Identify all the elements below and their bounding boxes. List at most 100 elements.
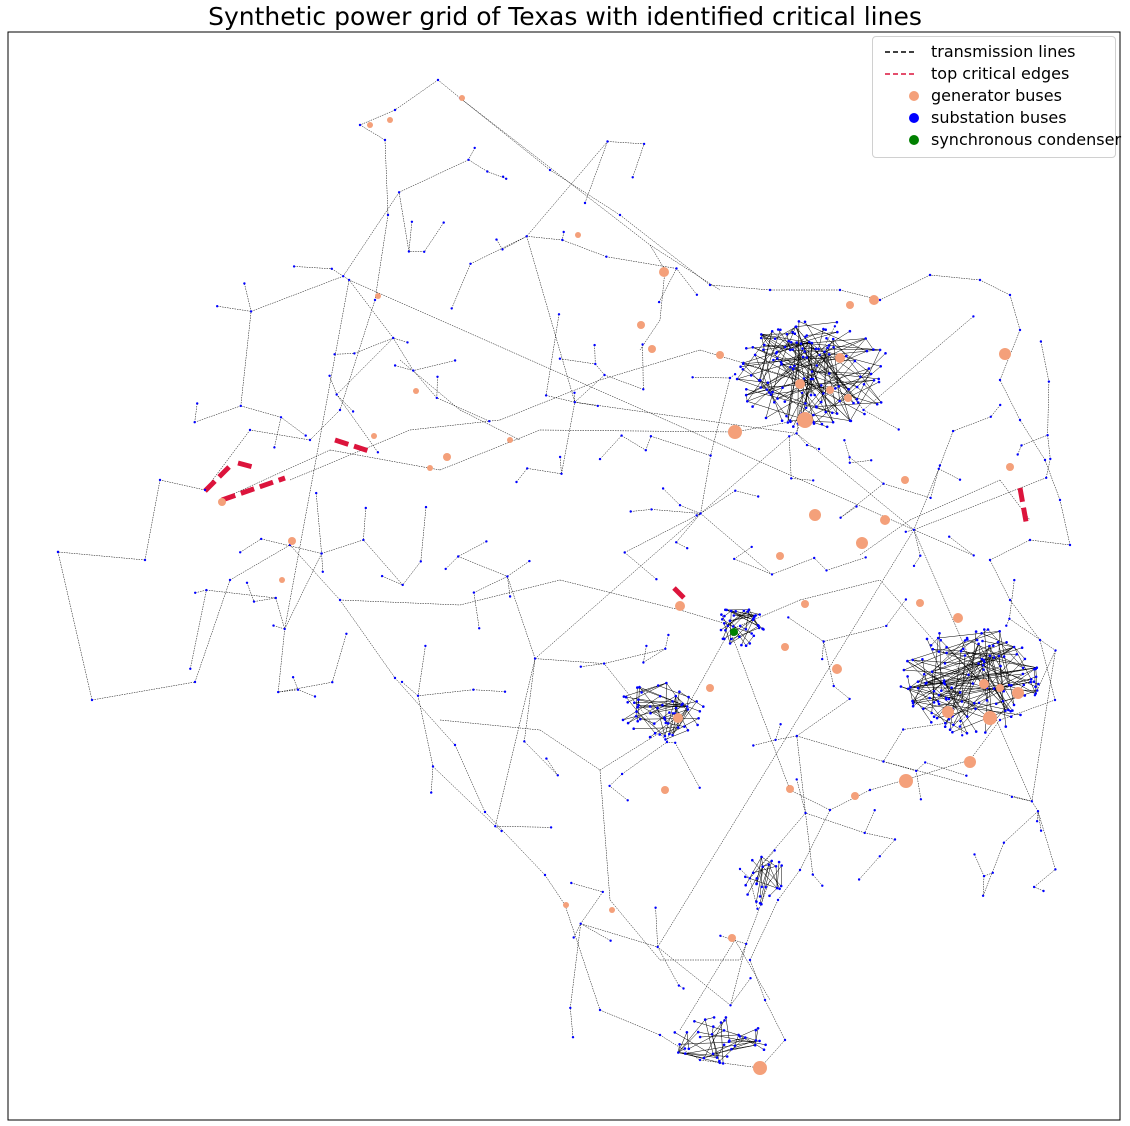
- substation-bus: [1039, 829, 1043, 832]
- transmission-line: [657, 946, 731, 1006]
- substation-bus: [823, 350, 826, 354]
- substation-bus: [754, 614, 757, 617]
- transmission-line: [833, 338, 882, 403]
- transmission-line: [787, 343, 802, 423]
- substation-bus: [963, 654, 967, 657]
- transmission-line: [559, 456, 562, 474]
- substation-bus: [631, 176, 634, 179]
- substation-bus: [859, 375, 862, 379]
- substation-bus: [855, 505, 858, 508]
- transmission-line: [805, 812, 814, 875]
- substation-bus: [751, 346, 755, 349]
- generator-bus: [459, 95, 465, 101]
- transmission-line: [759, 866, 763, 897]
- substation-bus: [853, 359, 857, 363]
- transmission-line: [907, 631, 1000, 662]
- substation-bus: [661, 487, 665, 490]
- substation-bus: [766, 381, 770, 385]
- substation-bus: [763, 998, 767, 1002]
- substation-bus: [775, 886, 779, 890]
- transmission-line: [688, 1030, 725, 1050]
- generator-bus: [964, 756, 976, 768]
- substation-bus: [1032, 885, 1036, 889]
- substation-bus: [304, 434, 307, 437]
- substation-bus: [1038, 638, 1042, 642]
- substation-bus: [795, 778, 798, 781]
- transmission-line: [666, 741, 676, 744]
- legend-swatch-critical: [885, 73, 917, 75]
- substation-bus: [831, 411, 834, 415]
- substation-bus: [401, 583, 404, 587]
- transmission-line: [729, 599, 801, 631]
- transmission-line: [825, 353, 886, 413]
- substation-bus: [1035, 820, 1039, 823]
- transmission-line: [978, 663, 1036, 694]
- transmission-line: [823, 625, 887, 642]
- substation-bus: [932, 701, 936, 704]
- transmission-line: [240, 538, 262, 553]
- substation-bus: [811, 873, 814, 876]
- transmission-line: [703, 1017, 727, 1059]
- substation-bus: [624, 695, 628, 699]
- transmission-line: [289, 544, 341, 601]
- substation-bus: [674, 741, 677, 744]
- substation-bus: [774, 865, 778, 868]
- transmission-line: [796, 698, 850, 737]
- substation-bus: [882, 482, 885, 485]
- substation-bus: [932, 689, 936, 693]
- substation-bus: [515, 480, 518, 484]
- substation-bus: [975, 638, 979, 642]
- substation-bus: [792, 425, 795, 428]
- transmission-line: [619, 214, 711, 286]
- substation-bus: [885, 624, 888, 628]
- substation-bus: [603, 373, 606, 377]
- legend-swatch-condenser: [909, 135, 919, 145]
- substation-bus: [245, 581, 249, 584]
- substation-bus: [992, 656, 996, 659]
- transmission-line: [359, 109, 396, 126]
- transmission-line: [507, 576, 536, 659]
- substation-bus: [1034, 675, 1038, 679]
- transmission-line: [908, 657, 995, 690]
- transmission-line: [624, 552, 657, 580]
- generator-bus: [832, 664, 842, 674]
- transmission-line: [733, 611, 748, 627]
- generator-buses: [218, 95, 1024, 1075]
- substation-bus: [748, 958, 752, 962]
- substation-bus: [579, 665, 582, 668]
- substation-bus: [865, 349, 869, 353]
- generator-bus: [781, 643, 789, 651]
- transmission-line: [595, 363, 605, 376]
- substation-bus: [764, 885, 767, 889]
- substation-bus: [1009, 710, 1012, 713]
- critical-edge: [672, 586, 688, 602]
- substation-bus: [693, 1020, 696, 1023]
- transmission-line: [439, 719, 541, 731]
- substation-bus: [602, 662, 606, 665]
- substation-bus: [760, 885, 764, 889]
- transmission-line: [574, 374, 605, 403]
- substation-bus: [924, 761, 927, 764]
- transmission-line: [459, 97, 651, 246]
- substation-bus: [967, 673, 970, 677]
- substation-bus: [556, 774, 559, 777]
- substation-bus: [423, 250, 426, 253]
- substation-bus: [593, 343, 596, 347]
- substation-bus: [485, 540, 488, 543]
- transmission-line: [676, 542, 688, 549]
- substation-bus: [754, 1028, 758, 1032]
- substation-bus: [820, 384, 823, 387]
- substation-bus: [904, 598, 908, 601]
- substation-bus: [948, 535, 951, 538]
- transmission-line: [993, 688, 1011, 712]
- substation-bus: [642, 388, 645, 391]
- critical-edge: [237, 460, 254, 470]
- substation-bus: [742, 361, 745, 365]
- transmission-line: [775, 735, 797, 741]
- substation-bus: [598, 457, 602, 461]
- substation-bus: [745, 942, 748, 946]
- transmission-line: [960, 702, 980, 722]
- transmission-line: [746, 389, 838, 414]
- synchronous-condensers: [730, 628, 738, 636]
- transmission-line: [627, 682, 667, 703]
